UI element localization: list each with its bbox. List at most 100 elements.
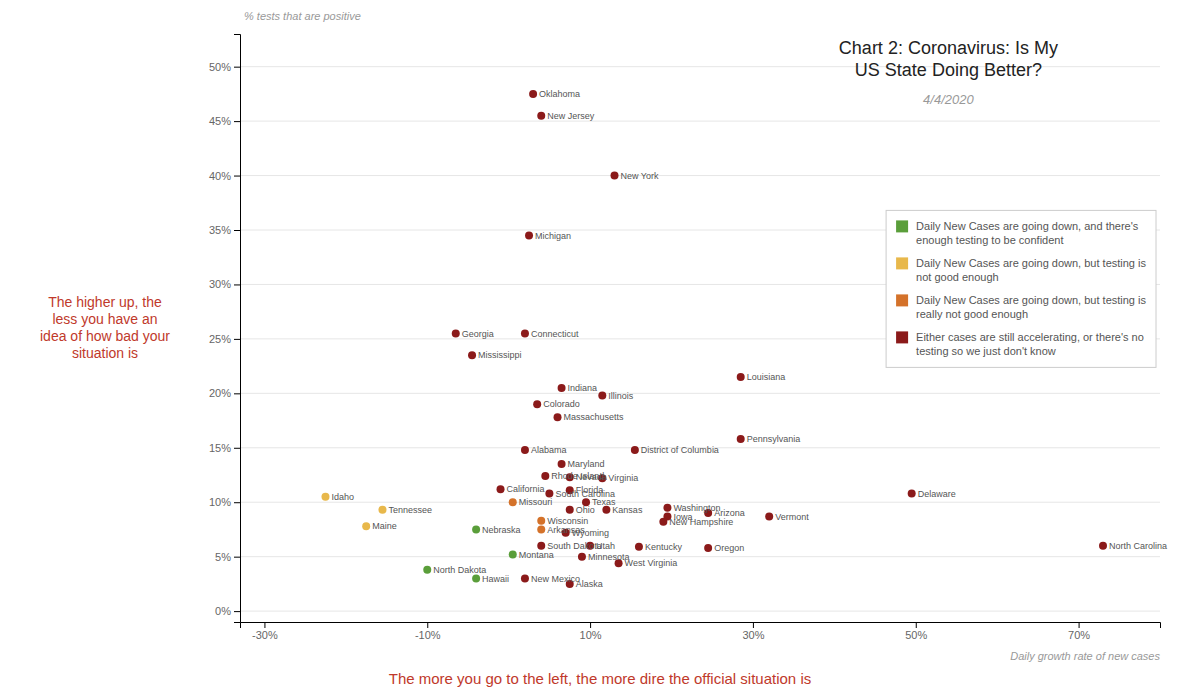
point-label: Kentucky xyxy=(645,542,683,552)
y-tick: 50% xyxy=(209,61,240,73)
y-tick-mark xyxy=(234,393,240,394)
legend-label-line: Daily New Cases are going down, but test… xyxy=(916,294,1146,306)
annotation-line: less you have an xyxy=(52,310,157,326)
legend-swatch xyxy=(896,331,908,343)
y-tick: 0% xyxy=(215,605,240,617)
y-tick-label: 30% xyxy=(209,278,231,290)
point xyxy=(521,574,529,582)
x-tick-mark xyxy=(427,622,428,628)
y-axis-line xyxy=(234,35,241,623)
point xyxy=(541,472,549,480)
point-labels: OklahomaNew JerseyNew YorkMichiganGeorgi… xyxy=(331,89,1167,589)
x-tick-label: -30% xyxy=(252,629,278,641)
grid-line xyxy=(240,121,1160,122)
point xyxy=(545,490,553,498)
y-tick-mark xyxy=(234,176,240,177)
point xyxy=(737,435,745,443)
x-axis-label: Daily growth rate of new cases xyxy=(1010,650,1160,662)
y-tick-mark xyxy=(234,230,240,231)
title: Chart 2: Coronavirus: Is MyUS State Doin… xyxy=(839,38,1058,80)
legend-label-line: not good enough xyxy=(916,271,999,283)
point-label: Kansas xyxy=(612,505,643,515)
legend-label: Daily New Cases are going down, but test… xyxy=(916,257,1146,283)
legend-label-line: testing so we just don't know xyxy=(916,345,1056,357)
point xyxy=(468,351,476,359)
annotation-line: situation is xyxy=(72,344,138,360)
point xyxy=(704,544,712,552)
title-line: Chart 2: Coronavirus: Is My xyxy=(839,38,1058,58)
point-label: Nebraska xyxy=(482,525,521,535)
point xyxy=(558,384,566,392)
grid xyxy=(240,67,1160,611)
point-label: Minnesota xyxy=(588,552,630,562)
grid-line xyxy=(240,393,1160,394)
x-tick-label: 30% xyxy=(742,629,764,641)
y-axis-label: % tests that are positive xyxy=(244,10,361,22)
point-label: New Jersey xyxy=(547,111,595,121)
y-tick-label: 25% xyxy=(209,333,231,345)
x-tick-label: 50% xyxy=(905,629,927,641)
y-tick-mark xyxy=(234,67,240,68)
point-label: Utah xyxy=(596,541,615,551)
point-label: Louisiana xyxy=(747,372,786,382)
point-label: Hawaii xyxy=(482,574,509,584)
point xyxy=(611,172,619,180)
point xyxy=(635,543,643,551)
point xyxy=(537,517,545,525)
point xyxy=(663,504,671,512)
grid-line xyxy=(240,556,1160,557)
x-tick: -10% xyxy=(415,622,441,641)
point-label: Tennessee xyxy=(388,505,432,515)
point-label: Florida xyxy=(576,485,604,495)
annotation: The higher up, theless you have anidea o… xyxy=(40,293,170,360)
point-label: Mississippi xyxy=(478,350,522,360)
point-label: Illinois xyxy=(608,391,634,401)
legend-label: Daily New Cases are going down, but test… xyxy=(916,294,1146,320)
x-tick: 70% xyxy=(1068,622,1090,641)
point-label: Colorado xyxy=(543,399,580,409)
y-tick-mark xyxy=(234,448,240,449)
legend-label-line: really not good enough xyxy=(916,308,1028,320)
x-tick-label: 70% xyxy=(1068,629,1090,641)
point xyxy=(423,566,431,574)
point xyxy=(554,413,562,421)
y-tick-label: 10% xyxy=(209,496,231,508)
x-tick-label: -10% xyxy=(415,629,441,641)
y-tick: 5% xyxy=(215,551,240,563)
y-tick-label: 35% xyxy=(209,224,231,236)
point xyxy=(765,512,773,520)
annotation-line: The higher up, the xyxy=(48,293,162,309)
y-tick-mark xyxy=(234,611,240,612)
x-tick-mark xyxy=(753,622,754,628)
y-tick: 20% xyxy=(209,387,240,399)
point xyxy=(321,493,329,501)
point-label: Oklahoma xyxy=(539,89,580,99)
legend-label: Either cases are still accelerating, or … xyxy=(916,331,1144,357)
point xyxy=(529,90,537,98)
x-tick: 10% xyxy=(580,622,602,641)
point xyxy=(537,112,545,120)
legend-label-line: enough testing to be confident xyxy=(916,234,1063,246)
y-tick-label: 40% xyxy=(209,170,231,182)
y-tick-label: 45% xyxy=(209,115,231,127)
legend-label-line: Daily New Cases are going down, and ther… xyxy=(916,220,1139,232)
point-label: Ohio xyxy=(576,505,595,515)
y-tick: 45% xyxy=(209,115,240,127)
point xyxy=(378,506,386,514)
grid-line xyxy=(240,175,1160,176)
point-label: Indiana xyxy=(568,383,598,393)
point-label: North Carolina xyxy=(1109,541,1167,551)
legend-swatch xyxy=(896,220,908,232)
x-tick-mark xyxy=(1079,622,1080,628)
point-label: New Hampshire xyxy=(669,517,733,527)
point xyxy=(578,553,586,561)
annotation-line: idea of how bad your xyxy=(40,327,170,343)
annotation: The more you go to the left, the more di… xyxy=(389,670,811,687)
y-tick-mark xyxy=(234,121,240,122)
point xyxy=(659,518,667,526)
point-label: New York xyxy=(621,171,660,181)
point xyxy=(631,446,639,454)
point-label: Maryland xyxy=(568,459,605,469)
point-label: Georgia xyxy=(462,329,494,339)
point-label: Vermont xyxy=(775,512,809,522)
